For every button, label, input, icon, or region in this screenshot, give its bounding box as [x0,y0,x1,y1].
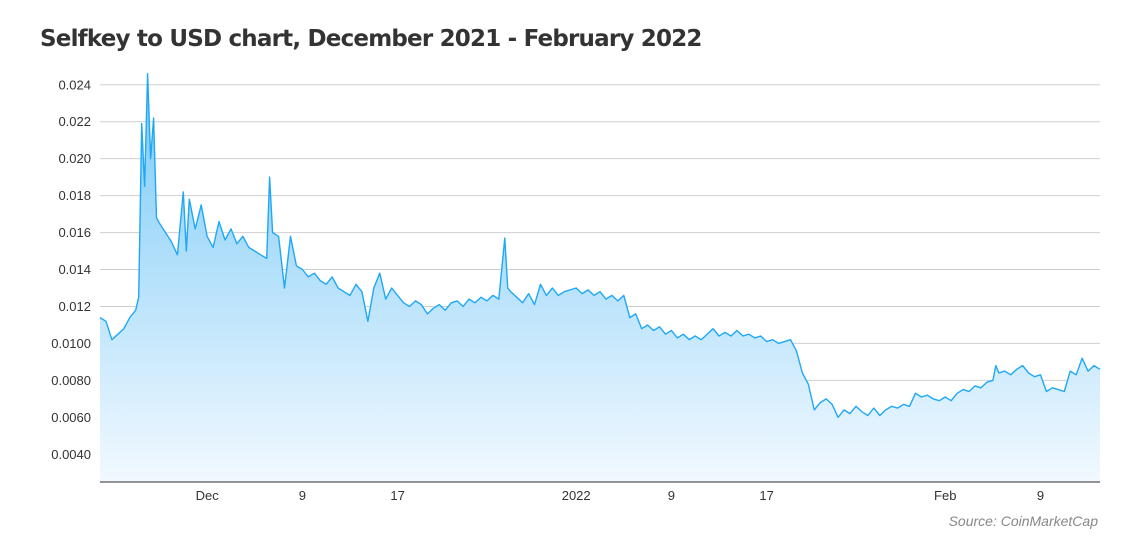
y-tick-label: 0.0080 [51,373,91,388]
y-tick-label: 0.0060 [51,410,91,425]
y-tick-label: 0.022 [58,114,91,129]
y-tick-label: 0.012 [58,299,91,314]
price-area-fill [100,73,1100,482]
x-tick-label: 2022 [562,488,591,503]
x-tick-label: Feb [934,488,956,503]
y-tick-labels: 0.0040 0.0060 0.0080 0.0100 0.012 0.014 0.016 0… [51,77,91,462]
y-tick-label: 0.014 [58,262,91,277]
y-tick-label: 0.016 [58,225,91,240]
x-tick-label: 9 [299,488,306,503]
source-credit: Source: CoinMarketCap [948,513,1098,529]
y-tick-label: 0.0040 [51,447,91,462]
y-tick-label: 0.020 [58,151,91,166]
y-tick-label: 0.024 [58,77,91,92]
chart-title: Selfkey to USD chart, December 2021 - Fe… [40,26,702,52]
x-tick-label: 9 [1037,488,1044,503]
x-tick-label: Dec [196,488,220,503]
x-tick-label: 17 [759,488,773,503]
y-tick-label: 0.0100 [51,336,91,351]
x-tick-labels: Dec 9 17 2022 9 17 Feb 9 [196,488,1045,503]
x-tick-label: 9 [668,488,675,503]
price-line [99,73,1101,418]
x-tick-label: 17 [390,488,404,503]
price-area-group [99,73,1101,482]
y-tick-label: 0.018 [58,188,91,203]
